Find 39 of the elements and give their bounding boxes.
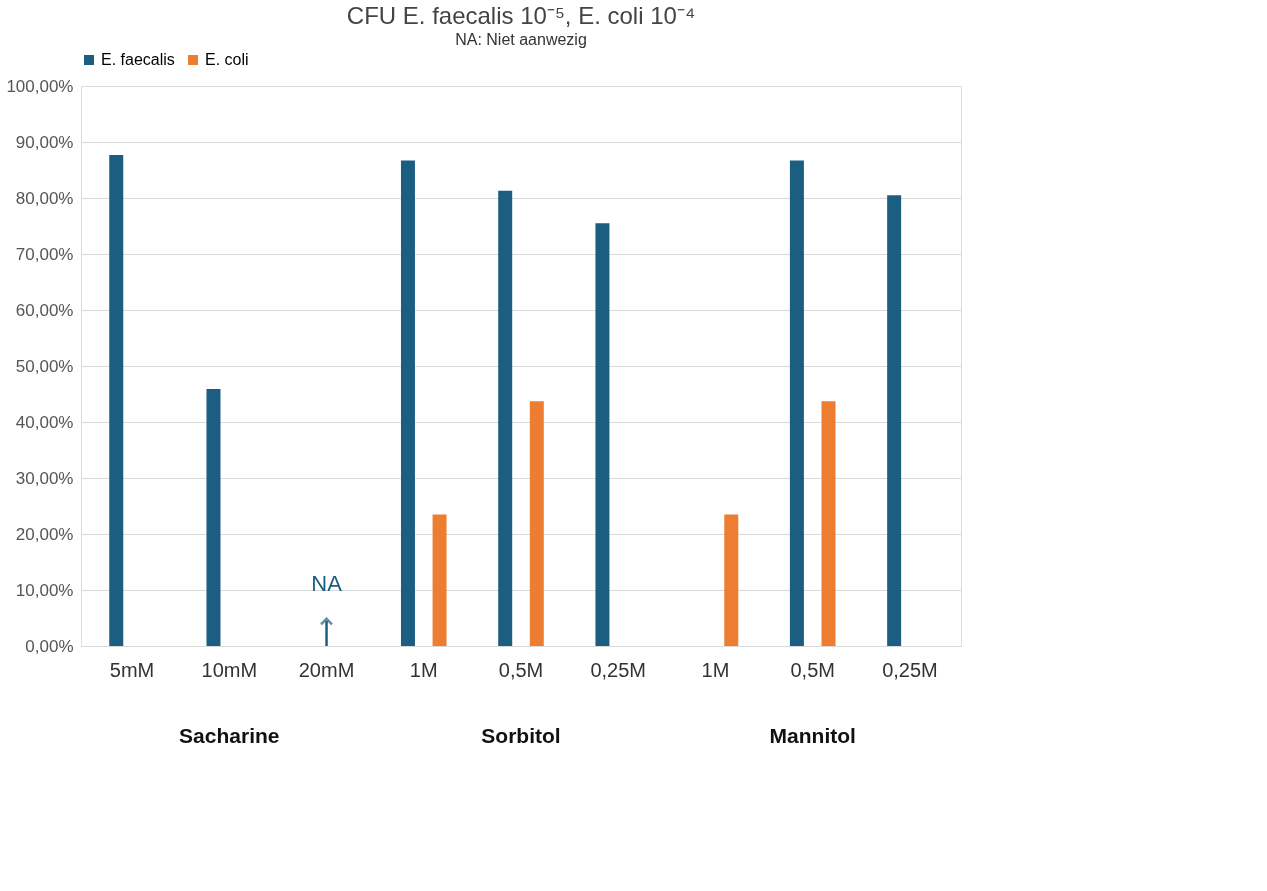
chart-subtitle: NA: Niet aanwezig (455, 31, 587, 48)
y-tick-label: 0,00% (25, 636, 74, 656)
x-tick-label: 0,5M (498, 658, 544, 681)
y-tick-label: 10,00% (15, 580, 74, 600)
text: Sorbitol (481, 724, 561, 747)
x-tick-label: 0,25M (590, 658, 647, 681)
text: Sacharine (179, 724, 280, 747)
annotation: NA (311, 571, 343, 596)
y-tick-label: 100,00% (6, 76, 74, 96)
x-tick-label: 0,5M (790, 658, 835, 681)
bar (595, 223, 610, 646)
bar (821, 401, 836, 646)
y-tick-label: 50,00% (15, 356, 74, 376)
legend-label: E. coli (205, 51, 249, 68)
x-tick-label: 20mM (298, 658, 355, 681)
y-tick-label: 30,00% (15, 468, 74, 488)
y-tick-label: 70,00% (15, 244, 74, 264)
x-tick-label: 10mM (201, 658, 258, 681)
x-tick-label: 1M (701, 658, 730, 681)
x-tick-label: 5mM (109, 658, 155, 681)
y-tick-label: 40,00% (15, 412, 74, 432)
bar (498, 190, 513, 646)
x-tick-label: 1M (409, 658, 438, 681)
y-tick-label: 90,00% (15, 132, 74, 152)
bar (400, 160, 415, 646)
chart-title: CFU E. faecalis 10⁻⁵, E. coli 10⁻⁴ (346, 2, 696, 29)
bar (432, 514, 447, 646)
bar (887, 195, 902, 646)
legend-label: E. faecalis (101, 51, 175, 68)
bar (789, 160, 804, 646)
text: Mannitol (769, 724, 856, 747)
bar (206, 388, 221, 646)
bar (109, 154, 124, 646)
y-tick-label: 80,00% (15, 188, 74, 208)
bar (529, 401, 544, 646)
y-tick-label: 60,00% (15, 300, 74, 320)
y-tick-label: 20,00% (15, 524, 74, 544)
x-tick-label: 0,25M (882, 658, 938, 681)
bar (724, 514, 739, 646)
